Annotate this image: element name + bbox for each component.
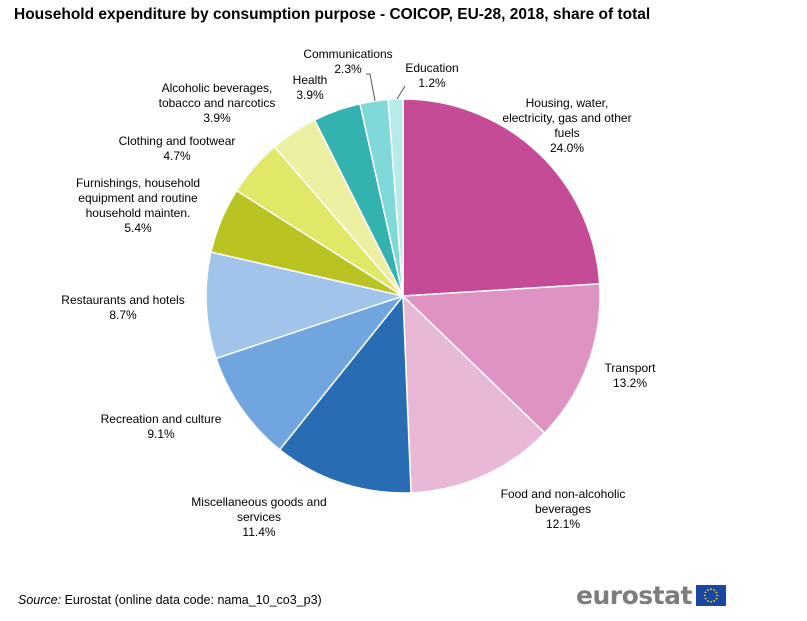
pie-slice-12 [387,98,404,297]
pie-slice-2 [402,283,601,434]
slice-label-5: Recreation and culture 9.1% [101,412,222,441]
flag-star [704,591,707,594]
pie-slices [205,98,601,494]
slice-label-2: Transport 13.2% [605,361,657,390]
eu-flag-icon [695,585,726,606]
source-note: Source: Eurostat (online data code: nama… [18,593,322,607]
slice-label-4: Miscellaneous goods and services 11.4% [191,495,326,539]
slice-label-7: Furnishings, household equipment and rout… [76,176,200,235]
flag-star [710,588,712,591]
flag-star [706,589,709,591]
eurostat-logo: eurostat [576,581,726,610]
leader-lines [366,73,406,102]
logo-text: eurostat [576,581,692,610]
slice-label-6: Restaurants and hotels 8.7% [61,293,184,322]
slice-labels: Housing, water, electricity, gas and othe… [61,47,656,539]
flag-star [703,594,706,597]
slice-label-12: Education 1.2% [405,61,458,90]
flag-star [713,589,715,591]
pie-slice-1 [402,98,601,297]
flag-star [713,600,715,602]
pie-slice-4 [278,295,412,494]
leader-line-12 [396,85,406,100]
flag-star [716,594,719,597]
slice-label-8: Clothing and footwear 4.7% [119,134,236,163]
slice-label-9: Alcoholic beverages, tobacco and narcotic… [159,81,276,125]
flag-star [704,597,707,600]
flag-star [715,597,718,600]
chart-title: Household expenditure by consumption pur… [14,6,651,23]
flag-star [715,591,718,594]
leader-line-11 [366,73,376,102]
slice-label-11: Communications 2.3% [303,47,392,76]
slice-label-1: Housing, water, electricity, gas and othe… [502,96,631,155]
flag-star [710,600,712,603]
pie-slice-6 [205,251,404,360]
source-text: Eurostat (online data code: nama_10_co3_… [64,593,322,607]
slice-label-10: Health 3.9% [293,73,328,102]
slice-label-3: Food and non-alcoholic beverages 12.1% [501,487,626,531]
pie-slice-5 [215,295,404,451]
pie-slice-3 [402,295,546,494]
source-label: Source: [18,593,62,607]
flag-star [706,600,709,602]
